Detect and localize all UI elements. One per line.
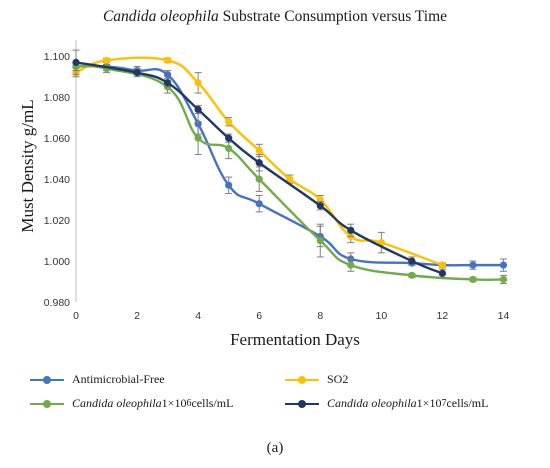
y-tick-label-0: 0.980 (44, 297, 70, 309)
data-point-3-0 (72, 58, 80, 66)
x-axis-label: Fermentation Days (230, 330, 360, 349)
data-point-2-5 (255, 175, 263, 183)
x-tick-label-4: 8 (317, 310, 323, 322)
legend-swatch-1 (285, 375, 319, 384)
legend-label-3-italic: Candida oleophila (327, 396, 417, 410)
legend-item-so2: SO2 (285, 372, 348, 387)
chart-title-rest: Substrate Consumption versus Time (218, 8, 448, 25)
data-point-1-3 (194, 79, 202, 87)
data-point-0-3 (164, 71, 172, 79)
y-tick-label-2: 1.020 (44, 215, 70, 227)
data-point-2-9 (469, 275, 477, 284)
legend-label-3-rest: 1×10 (416, 396, 442, 410)
data-point-0-12 (499, 261, 508, 269)
legend-dot-2 (43, 399, 51, 408)
series-line-3 (75, 61, 443, 275)
x-tick-label-1: 2 (134, 310, 140, 322)
legend-label-0: Antimicrobial-Free (72, 372, 165, 386)
data-point-3-1 (133, 69, 141, 77)
data-point-3-3 (194, 105, 202, 114)
legend-label-3-sup: 7 (441, 398, 447, 409)
data-point-0-5 (225, 181, 233, 189)
data-point-1-4 (225, 118, 233, 126)
legend-dot-1 (298, 375, 306, 384)
data-point-3-6 (316, 202, 324, 210)
data-point-1-2 (164, 56, 172, 64)
data-point-3-8 (408, 257, 416, 265)
series-line-0 (75, 64, 504, 267)
data-point-2-10 (499, 275, 508, 284)
legend-label-2-italic: Candida oleophila (72, 396, 162, 410)
legend-item-candida-1e6: Candida oleophila 1×10 6 cells/mL (30, 396, 233, 411)
legend-label-3-after: cells/mL (446, 396, 489, 410)
legend-swatch-3 (285, 399, 319, 408)
data-point-0-11 (469, 261, 477, 269)
figure-caption: (a) (266, 440, 284, 456)
legend-item-candida-1e7: Candida oleophila 1×10 7 cells/mL (285, 396, 488, 411)
legend-dot-3 (298, 399, 306, 408)
data-point-3-2 (164, 79, 172, 87)
data-point-1-6 (286, 175, 294, 183)
legend-label-2-rest: 1×10 (161, 396, 187, 410)
data-point-2-4 (225, 144, 233, 152)
data-point-3-5 (255, 159, 263, 167)
x-tick-label-3: 6 (256, 310, 262, 322)
data-point-3-9 (438, 269, 446, 277)
x-tick-label-0: 0 (73, 310, 79, 322)
legend-label-2-sup: 6 (186, 398, 192, 409)
legend-label-1: SO2 (327, 372, 349, 386)
data-point-0-6 (255, 200, 263, 208)
y-tick-label-3: 1.040 (44, 174, 70, 186)
x-tick-label-2: 4 (195, 310, 201, 322)
data-point-2-3 (194, 134, 202, 142)
legend-swatch-2 (30, 399, 64, 408)
data-point-2-8 (408, 271, 416, 279)
data-point-2-6 (316, 236, 324, 245)
legend-dot-0 (43, 375, 51, 384)
legend-item-antimicrobial-free: Antimicrobial-Free (30, 372, 165, 387)
y-tick-label-6: 1.100 (44, 51, 70, 63)
data-point-3-7 (347, 226, 355, 234)
data-point-3-4 (225, 134, 233, 142)
legend-label-2-after: cells/mL (191, 396, 234, 410)
x-tick-label-6: 12 (437, 310, 449, 322)
y-tick-label-5: 1.080 (44, 92, 70, 104)
data-point-2-7 (347, 261, 355, 269)
y-tick-label-4: 1.060 (44, 133, 70, 145)
legend-swatch-0 (30, 375, 64, 384)
chart-title: Candida oleophila Substrate Consumption … (0, 8, 550, 26)
x-tick-label-5: 10 (375, 310, 387, 322)
chart-title-italic: Candida oleophila (102, 8, 219, 25)
x-tick-label-7: 14 (498, 310, 510, 322)
series-line-2 (75, 64, 504, 282)
y-tick-label-1: 1.000 (44, 256, 70, 268)
data-point-1-1 (102, 56, 111, 64)
data-point-1-10 (438, 261, 446, 269)
data-point-1-5 (255, 146, 263, 155)
